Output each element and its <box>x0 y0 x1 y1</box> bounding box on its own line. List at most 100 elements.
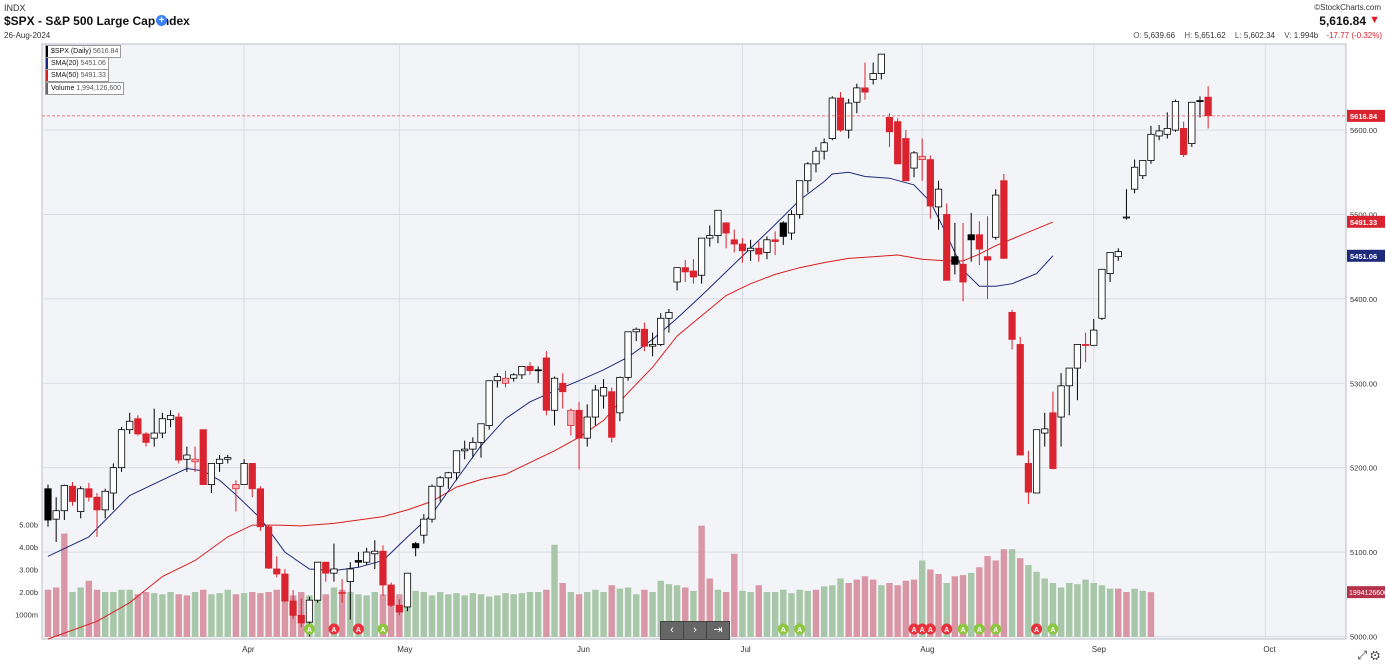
volume-bar <box>722 592 730 637</box>
volume-bar <box>910 579 918 637</box>
candle-body <box>640 328 649 347</box>
candle-body <box>1065 367 1073 387</box>
volume-bar <box>796 589 803 637</box>
month-label: Oct <box>1263 645 1276 654</box>
candle-body <box>199 429 207 485</box>
volume-bar <box>110 592 117 637</box>
volume-bar <box>265 592 272 637</box>
scroll-right-button[interactable]: › <box>683 621 707 640</box>
candle-body <box>796 180 804 215</box>
volume-bar <box>771 592 779 637</box>
volume-bar <box>363 595 370 637</box>
volume-value: 1.994b <box>1293 31 1319 40</box>
volume-bar <box>1115 588 1122 637</box>
candle-body <box>869 73 877 80</box>
volume-bar <box>1131 588 1138 637</box>
last-price: 5,616.84 <box>1319 14 1366 28</box>
volume-bar <box>747 592 754 637</box>
candle-body <box>1098 268 1106 319</box>
candle-body <box>264 526 273 569</box>
month-label: Jun <box>577 645 590 654</box>
brand-label[interactable]: ©StockCharts.com <box>1314 3 1381 12</box>
volume-bar <box>183 595 191 637</box>
candle-body <box>567 409 575 426</box>
low-value: 5,602.34 <box>1243 31 1275 40</box>
candle-body <box>1000 180 1008 259</box>
candle-body <box>281 573 289 602</box>
volume-bar <box>673 585 681 637</box>
candle-body <box>166 414 175 420</box>
legend-sma20-swatch <box>46 58 48 69</box>
volume-bar <box>1082 579 1089 637</box>
volume-bar <box>208 594 215 637</box>
volume-bar <box>526 592 534 637</box>
candle-body <box>1204 96 1212 117</box>
volume-tick-label: 3.00b <box>19 566 38 575</box>
sma50-line <box>47 221 1054 640</box>
volume-bar <box>1025 565 1032 637</box>
price-tick-label: 5600.00 <box>1350 126 1377 135</box>
candle-body <box>485 380 493 426</box>
price-tick-label: 5000.00 <box>1350 632 1377 641</box>
open-value: 5,639.66 <box>1143 31 1176 40</box>
low-label: L: <box>1234 31 1242 40</box>
chart-tools-icons[interactable]: ⤢ ⚙ <box>1357 648 1380 662</box>
volume-bar <box>142 592 150 637</box>
candle-body <box>477 423 485 443</box>
open-label: O: <box>1133 31 1142 40</box>
candle-body <box>542 357 550 411</box>
volume-bar <box>355 594 362 637</box>
event-marker-label: A <box>993 627 998 634</box>
event-marker <box>916 623 928 635</box>
volume-bar <box>61 533 68 637</box>
volume-bar <box>510 594 517 637</box>
volume-bar <box>624 587 632 637</box>
volume-bar <box>812 589 820 637</box>
scroll-left-button[interactable]: ‹ <box>660 621 684 640</box>
candle-body <box>175 416 183 461</box>
volume-bar <box>322 594 329 637</box>
candle-body <box>52 510 60 520</box>
volume-bar <box>240 593 248 637</box>
info-circle-icon[interactable]: + <box>156 15 167 26</box>
price-change: -17.77 (-0.32%) <box>1326 31 1382 40</box>
volume-bar <box>633 594 640 637</box>
volume-bar <box>485 596 493 637</box>
volume-bar <box>159 594 166 637</box>
volume-bar <box>780 589 787 637</box>
volume-bar <box>861 576 869 637</box>
high-label: H: <box>1184 31 1193 40</box>
volume-bar <box>575 594 583 637</box>
volume-bar <box>396 594 403 637</box>
candle-body <box>624 331 632 378</box>
volume-bar <box>535 592 542 637</box>
candle-body <box>371 550 379 555</box>
candle-body <box>894 121 902 165</box>
volume-bar <box>788 593 795 637</box>
legend-sma50-swatch <box>46 70 48 81</box>
candle-body <box>436 477 444 487</box>
candle-body <box>747 247 755 252</box>
candle-body <box>428 485 436 520</box>
candle-body <box>845 102 853 131</box>
volume-bar <box>918 560 926 637</box>
candle-body <box>1106 252 1114 274</box>
volume-bar <box>249 592 256 637</box>
candle-body <box>330 568 338 574</box>
candle-body <box>183 454 191 460</box>
candle-body <box>616 376 624 414</box>
event-marker <box>794 623 806 635</box>
volume-bar <box>804 590 812 637</box>
candle-body <box>77 488 85 512</box>
candle-body <box>951 256 959 265</box>
candle-body <box>885 117 894 133</box>
candle-body <box>559 382 567 393</box>
candle-body <box>934 188 943 208</box>
price-tag-label: 5616.84 <box>1350 112 1378 121</box>
time-axis: Apr May Jun Jul Aug Sep Oct <box>242 645 1276 654</box>
event-marker-label: A <box>356 627 361 634</box>
candle-body <box>395 604 403 613</box>
scroll-end-button[interactable]: ⇥ <box>706 621 730 640</box>
